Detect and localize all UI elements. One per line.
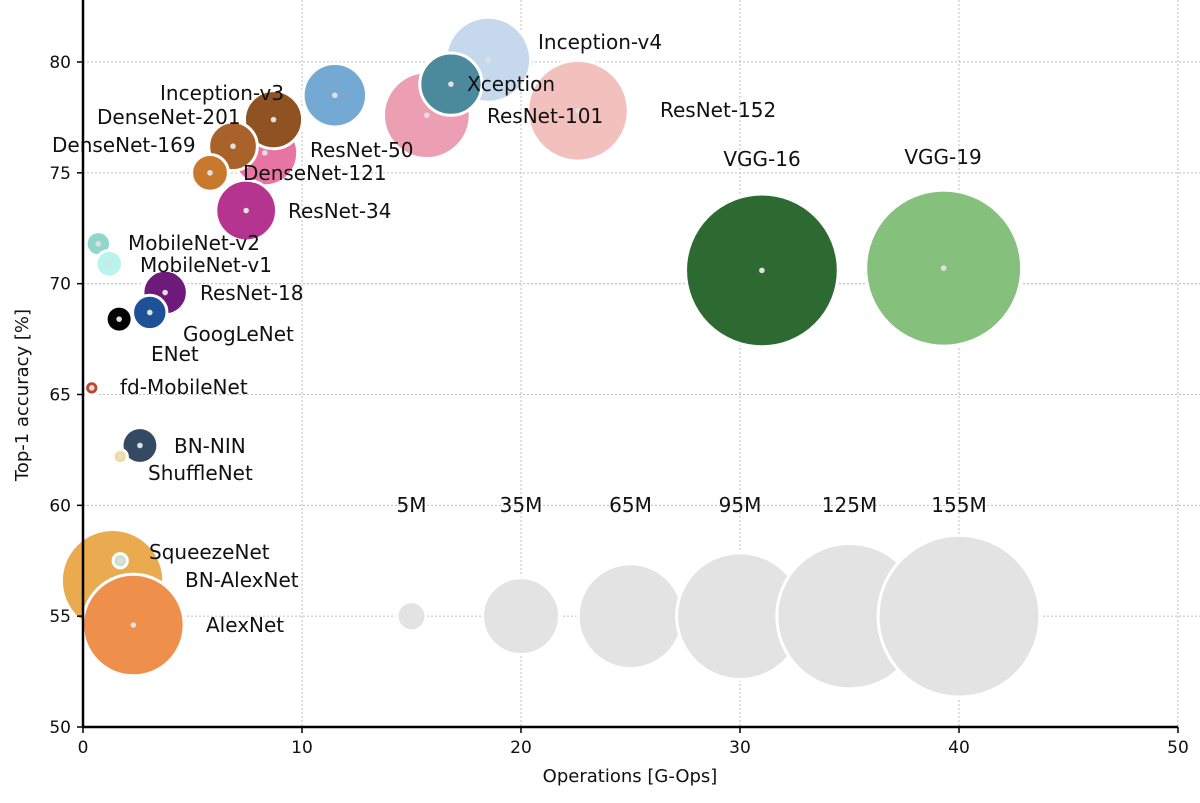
y-tick-label: 50: [49, 718, 71, 738]
point-label: ResNet-18: [200, 281, 304, 305]
point-label: ResNet-34: [288, 199, 392, 223]
y-tick-label: 70: [49, 275, 71, 295]
x-tick-label: 40: [948, 738, 970, 758]
legend-bubble: [395, 600, 428, 633]
bubble-center-dot: [146, 309, 153, 316]
bubble-center-dot: [243, 207, 249, 214]
bubble-center-dot: [940, 265, 947, 271]
point-label: DenseNet-201: [97, 105, 241, 129]
point-label: ENet: [151, 342, 199, 366]
bubble-center-dot: [137, 442, 143, 449]
point-label: VGG-16: [723, 147, 800, 171]
bubble-center-dot: [230, 143, 236, 150]
point-label: fd-MobileNet: [120, 375, 248, 399]
bubble-center-dot: [207, 170, 213, 176]
point-label: ShuffleNet: [148, 461, 253, 485]
bubble-center-dot: [485, 56, 491, 63]
bubble-center-dot: [448, 81, 454, 87]
bubble-center-dot: [88, 385, 95, 391]
y-tick-label: 75: [49, 164, 71, 184]
point-label: VGG-19: [904, 145, 981, 169]
axes: 0 10 20 30 40 50 50 55 60 65 70 75 80: [49, 0, 1189, 758]
point-label: Inception-v3: [160, 81, 284, 105]
bubble-center-dot: [117, 557, 124, 564]
x-tick-label: 20: [510, 738, 532, 758]
y-tick-label: 60: [49, 496, 71, 516]
bubble-center-dot: [162, 289, 168, 296]
legend-label: 125M: [822, 493, 877, 517]
legend-label: 5M: [397, 493, 427, 517]
x-axis-label: Operations [G-Ops]: [543, 766, 718, 787]
bubble-center-dot: [130, 622, 137, 628]
y-tick-label: 55: [49, 607, 71, 627]
point-label: MobileNet-v2: [128, 231, 260, 255]
legend-label: 155M: [931, 493, 986, 517]
legend-bubble: [481, 576, 561, 657]
y-tick-label: 65: [49, 386, 71, 406]
legend-label: 65M: [609, 493, 652, 517]
size-legend: 5M 35M 65M 95M 125M 155M: [395, 493, 1042, 699]
point-labels: VGG-19 VGG-16 ResNet-152 Inception-v4 ResNet…: [52, 30, 982, 637]
point-label: ResNet-50: [310, 138, 414, 162]
bubble-center-dot: [261, 150, 268, 156]
point-label: Xception: [467, 72, 555, 96]
point-label: GoogLeNet: [183, 322, 294, 346]
y-axis-label: Top-1 accuracy [%]: [12, 309, 33, 482]
legend-label: 35M: [500, 493, 543, 517]
bubble-center-dot: [575, 107, 581, 114]
x-tick-label: 0: [78, 738, 89, 758]
legend-bubble: [576, 562, 685, 671]
point-label: AlexNet: [206, 613, 284, 637]
point-label: MobileNet-v1: [140, 253, 272, 277]
point-label: DenseNet-121: [243, 161, 387, 185]
point-label: BN-NIN: [174, 434, 246, 458]
bubble-center-dot: [106, 260, 113, 267]
point-label: DenseNet-169: [52, 133, 196, 157]
bubble-center-dot: [424, 112, 430, 118]
x-tick-label: 10: [291, 738, 313, 758]
x-tick-label: 50: [1167, 738, 1189, 758]
point-label: ResNet-152: [660, 98, 776, 122]
bubble-center-dot: [332, 92, 338, 99]
point-label: Inception-v4: [538, 30, 662, 54]
bubble-center-dot: [95, 240, 102, 247]
bubble-center-dot: [759, 267, 765, 274]
point-label: SqueezeNet: [149, 540, 270, 564]
x-tick-label: 30: [729, 738, 751, 758]
bubble-center-dot: [270, 116, 277, 123]
point-label: ResNet-101: [487, 104, 603, 128]
point-label: BN-AlexNet: [185, 568, 299, 592]
bubble-center-dot: [116, 316, 122, 322]
bubble-center-dot: [117, 453, 124, 460]
bubbles: [59, 15, 1024, 678]
legend-bubble: [876, 533, 1042, 699]
y-tick-label: 80: [49, 53, 71, 73]
legend-label: 95M: [719, 493, 762, 517]
